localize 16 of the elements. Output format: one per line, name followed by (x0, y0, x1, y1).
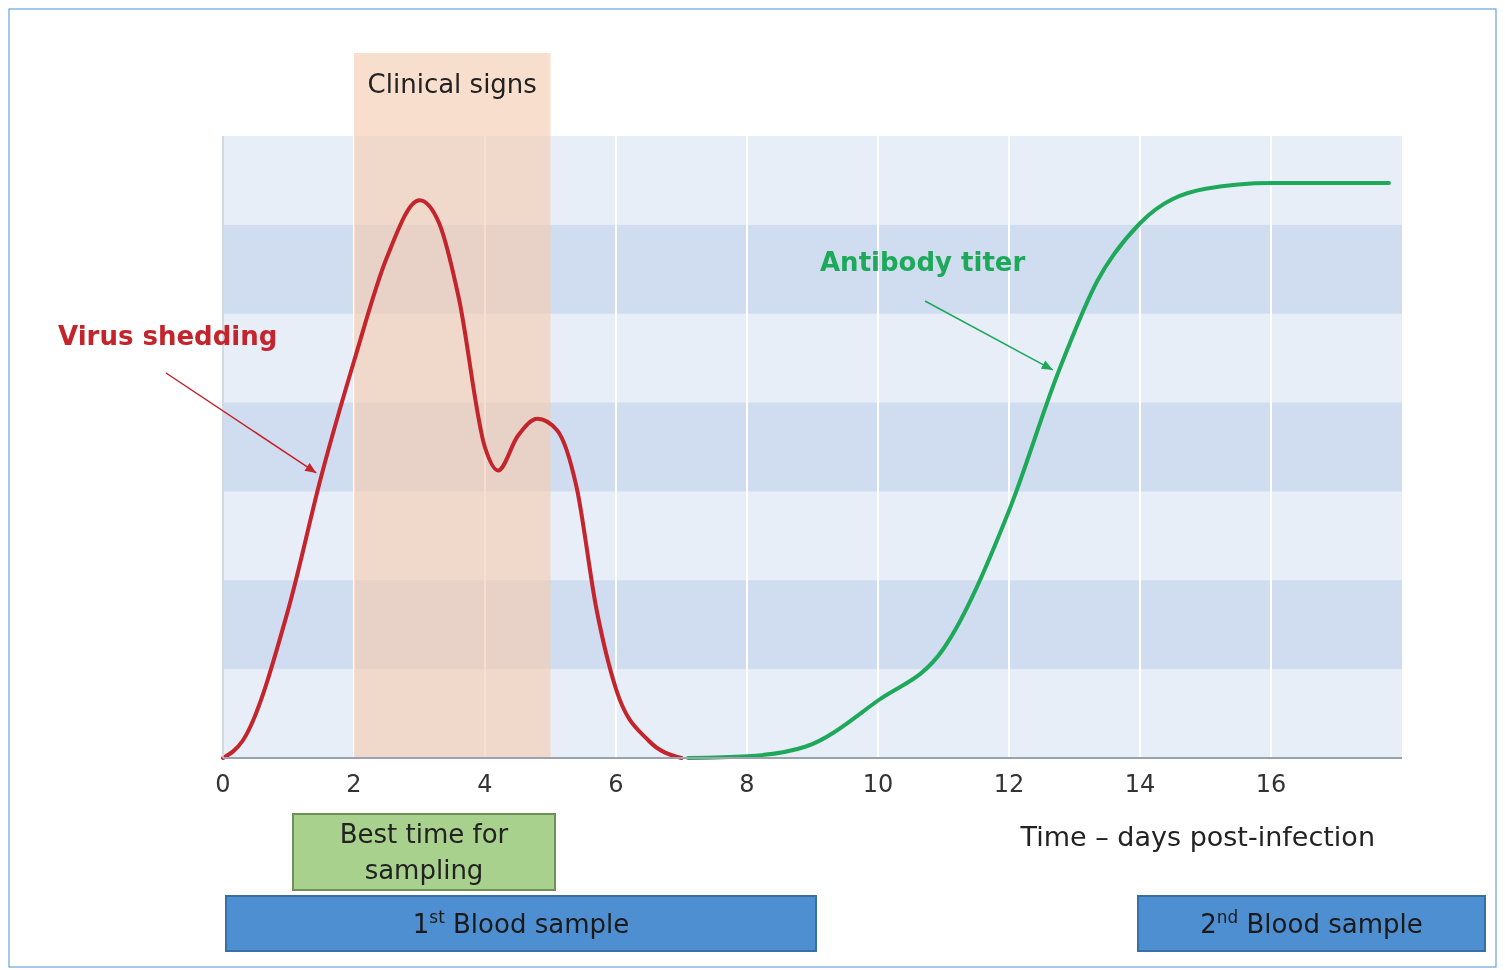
text: 2$^{nd}$ Blood sample (1200, 906, 1423, 939)
x-tick-label: 10 (862, 770, 894, 798)
x-tick-label: 8 (739, 770, 755, 798)
text: Virus shedding (58, 321, 278, 351)
x-tick-label: 0 (215, 770, 231, 798)
band-label: Clinical signs (367, 69, 537, 99)
text: Best time for sampling (339, 819, 509, 885)
x-tick-label: 2 (346, 770, 362, 798)
x-axis-title: Time – days post-infection (1019, 821, 1375, 852)
x-tick-label: 12 (993, 770, 1025, 798)
x-tick-label: 4 (477, 770, 493, 798)
x-tick-label: 16 (1255, 770, 1287, 798)
x-tick-label: 6 (608, 770, 624, 798)
x-tick-label: 14 (1124, 770, 1156, 798)
text: 1$^{st}$ Blood sample (412, 906, 630, 939)
text: Antibody titer (820, 247, 1026, 277)
